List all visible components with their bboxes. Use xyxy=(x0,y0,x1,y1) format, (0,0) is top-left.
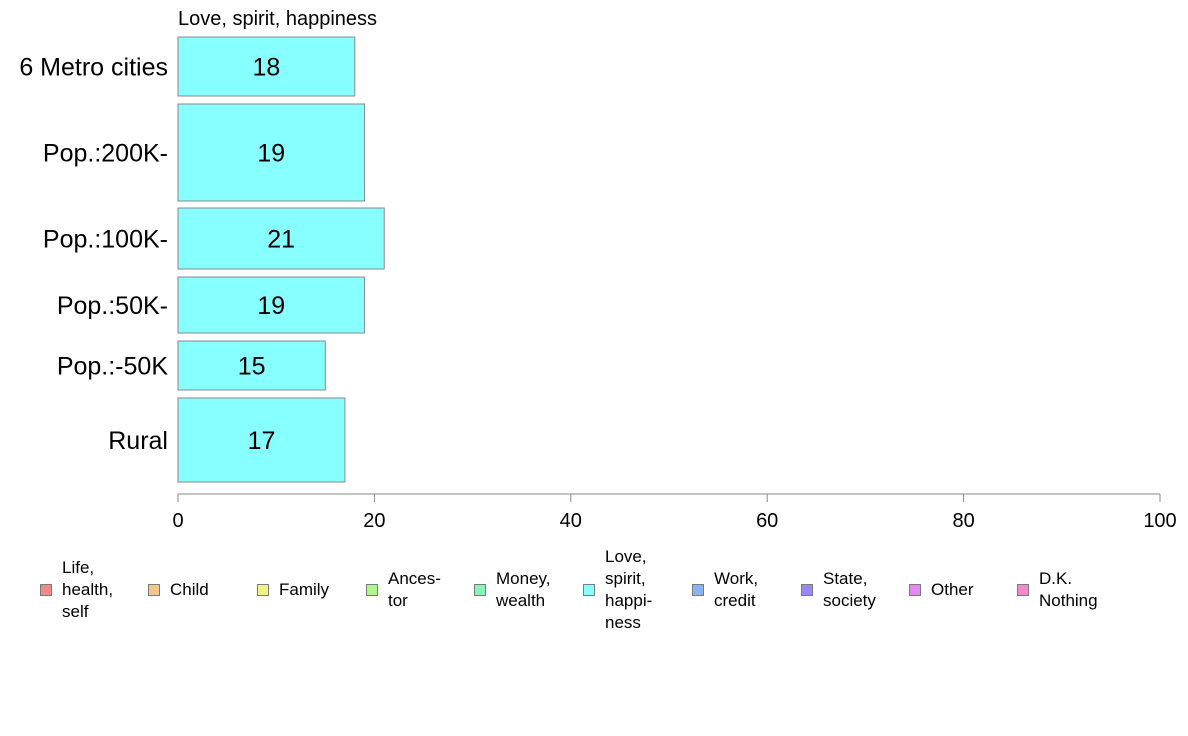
category-label: Rural xyxy=(108,427,168,455)
category-label: Pop.:100K- xyxy=(43,226,168,254)
legend-swatch xyxy=(801,584,813,596)
legend-label: Work, credit xyxy=(714,569,759,610)
bar xyxy=(177,276,366,334)
legend-item: State, society xyxy=(801,540,876,640)
legend-swatch xyxy=(474,584,486,596)
x-tick-label: 100 xyxy=(1143,510,1176,532)
legend-swatch xyxy=(148,584,160,596)
category-label: 6 Metro cities xyxy=(19,54,168,82)
legend-swatch xyxy=(692,584,704,596)
legend-label: Family xyxy=(279,580,330,599)
data-label: 19 xyxy=(257,140,285,168)
data-label: 21 xyxy=(267,226,295,254)
data-label: 18 xyxy=(252,54,280,82)
data-label: 17 xyxy=(248,427,276,455)
legend-label: Other xyxy=(931,580,974,599)
x-tick-label: 0 xyxy=(172,510,183,532)
legend-swatch xyxy=(909,584,921,596)
category-label: Pop.:200K- xyxy=(43,140,168,168)
legend: Life, health, self Child Family Ances- tor M… xyxy=(0,540,1188,640)
bars-group: 6 Metro cities 18 Pop.:200K- 19 Pop.:100K- 21… xyxy=(19,36,385,483)
legend-label: Child xyxy=(170,580,209,599)
legend-item: Work, credit xyxy=(692,540,758,640)
x-axis: 0 20 40 60 80 100 xyxy=(172,493,1177,532)
legend-item: Life, health, self xyxy=(40,540,113,640)
bar-chart: Love, spirit, happiness 6 Metro cities 18… xyxy=(19,8,1177,532)
legend-swatch xyxy=(40,584,52,596)
legend-item: D.K. Nothing xyxy=(1017,540,1098,640)
legend-label: Love, spirit, happi- ness xyxy=(605,547,653,632)
legend-item: Child xyxy=(148,540,209,640)
legend-swatch xyxy=(583,584,595,596)
bar xyxy=(177,397,346,483)
legend-label: Life, health, self xyxy=(62,558,114,621)
legend-item: Money, wealth xyxy=(474,540,551,640)
legend-item: Love, spirit, happi- ness xyxy=(583,540,652,640)
legend-swatch xyxy=(1017,584,1029,596)
legend-label: State, society xyxy=(823,569,876,610)
bar xyxy=(177,36,356,97)
bar xyxy=(177,207,385,270)
data-label: 15 xyxy=(238,353,266,381)
legend-swatch xyxy=(257,584,269,596)
x-tick-label: 80 xyxy=(952,510,974,532)
x-tick-label: 20 xyxy=(363,510,385,532)
legend-swatch xyxy=(366,584,378,596)
bar xyxy=(177,103,366,202)
data-label: 19 xyxy=(257,292,285,320)
x-tick-label: 40 xyxy=(560,510,582,532)
category-label: Pop.:50K- xyxy=(57,292,168,320)
x-tick-label: 60 xyxy=(756,510,778,532)
category-label: Pop.:-50K xyxy=(57,353,169,381)
legend-item: Other xyxy=(909,540,974,640)
legend-item: Ances- tor xyxy=(366,540,441,640)
chart-title: Love, spirit, happiness xyxy=(178,8,377,30)
legend-label: D.K. Nothing xyxy=(1039,569,1098,610)
legend-label: Money, wealth xyxy=(496,569,551,610)
bar xyxy=(177,340,326,391)
legend-item: Family xyxy=(257,540,329,640)
legend-label: Ances- tor xyxy=(388,569,441,610)
